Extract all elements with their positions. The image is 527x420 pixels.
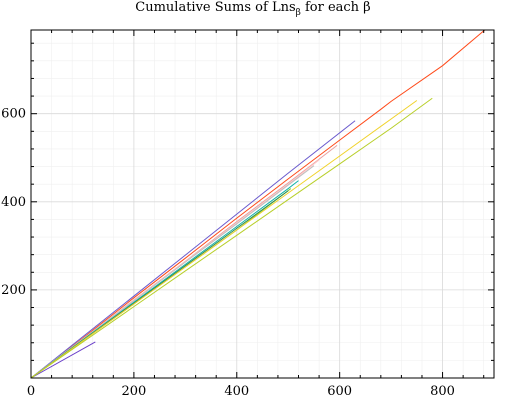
series-line-3 xyxy=(30,120,356,379)
chart-title-subscript: β xyxy=(296,8,301,18)
x-tick-label: 400 xyxy=(224,384,249,399)
series-line-6 xyxy=(30,165,315,379)
y-tick-label: 200 xyxy=(1,283,26,298)
series-line-1 xyxy=(30,341,96,379)
x-tick-label: 0 xyxy=(27,384,35,399)
chart-title-main: Cumulative Sums of Lns xyxy=(135,0,295,15)
chart-title: Cumulative Sums of Lnsβ for each β xyxy=(135,0,370,18)
series-line-10 xyxy=(30,100,418,379)
grid xyxy=(30,30,494,378)
series-line-2 xyxy=(30,29,486,379)
x-tick-label: 600 xyxy=(327,384,352,399)
x-tick-label: 800 xyxy=(430,384,455,399)
plot-frame xyxy=(30,29,495,379)
chart-title-suffix: for each β xyxy=(301,0,371,15)
axes: 0 200 400 600 800 200 400 600 xyxy=(1,29,495,399)
x-tick-label: 200 xyxy=(121,384,146,399)
series-line-11 xyxy=(30,97,433,379)
y-tick-label: 600 xyxy=(1,107,26,122)
series-group xyxy=(30,29,486,379)
y-tick-label: 400 xyxy=(1,195,26,210)
